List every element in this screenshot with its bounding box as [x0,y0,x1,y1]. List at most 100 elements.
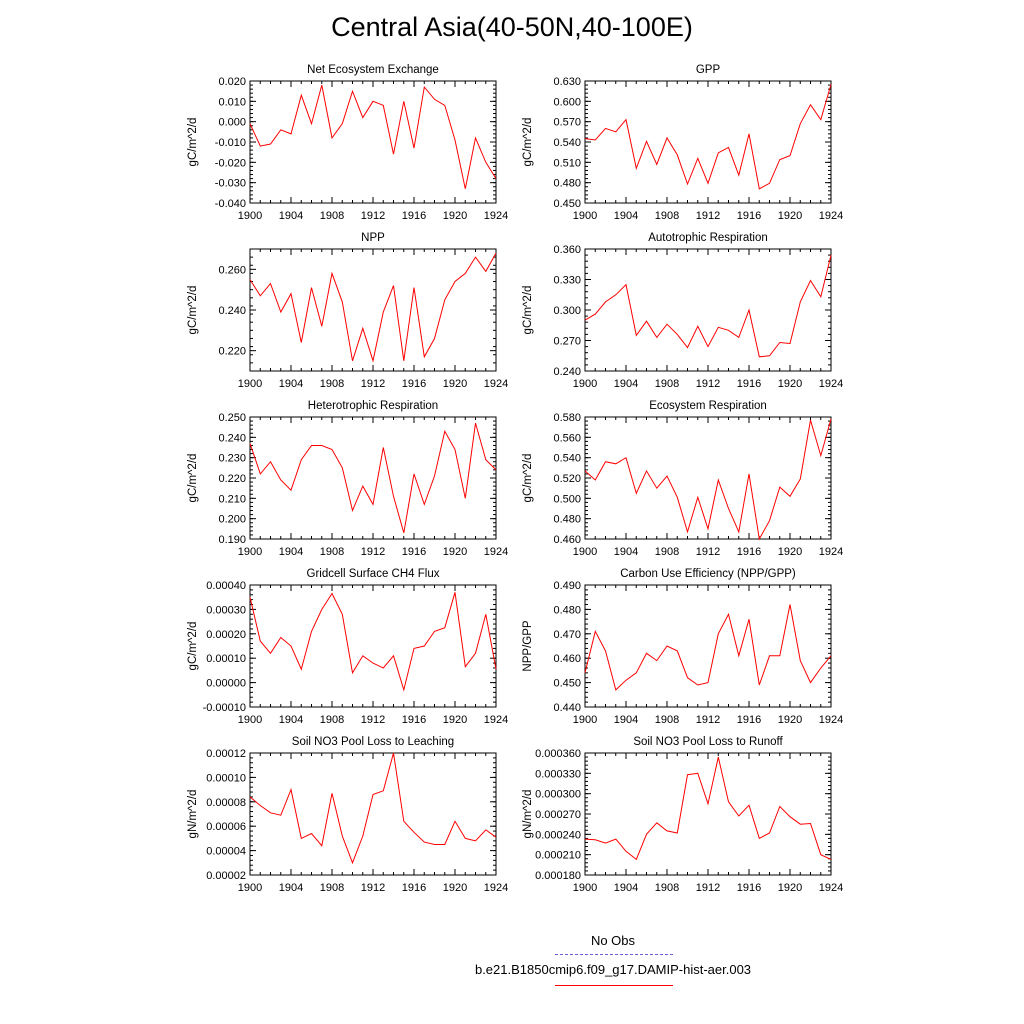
y-tick-label: 0.210 [218,493,246,505]
y-tick-label: 0.470 [553,629,581,641]
x-tick-label: 1924 [484,210,508,222]
y-tick-label: 0.000270 [535,809,581,821]
x-tick-label: 1900 [573,882,597,894]
y-axis-label: gC/m^2/d [522,454,534,503]
x-tick-label: 1916 [737,714,761,726]
legend-obs-label: No Obs [590,933,636,948]
panel-title: NPP [361,232,385,244]
y-tick-label: 0.360 [553,244,581,256]
x-tick-label: 1904 [614,378,638,390]
x-tick-label: 1920 [778,714,802,726]
plot-frame [249,248,497,372]
panel-5: Heterotrophic Respiration gC/m^2/d 1900 190… [187,400,508,558]
y-axis-label: gN/m^2/d [522,790,534,839]
x-tick-label: 1900 [573,210,597,222]
y-tick-label: 0.00006 [206,821,246,833]
x-tick-label: 1916 [737,546,761,558]
x-tick-label: 1912 [696,882,720,894]
y-axis-label: gC/m^2/d [187,622,199,671]
x-tick-label: 1912 [361,378,385,390]
x-tick-label: 1916 [737,378,761,390]
y-tick-label: 0.220 [218,473,246,485]
x-tick-label: 1912 [361,882,385,894]
y-tick-label: 0.240 [553,366,581,378]
series-line [249,592,497,692]
panel-title: Ecosystem Respiration [649,400,767,412]
x-tick-label: 1916 [402,378,426,390]
x-tick-label: 1904 [614,210,638,222]
y-tick-label: 0.230 [218,453,246,465]
x-tick-label: 1912 [696,210,720,222]
x-tick-label: 1908 [320,210,344,222]
series-line [249,422,497,534]
page-title: Central Asia(40-50N,40-100E) [331,12,693,42]
y-tick-label: 0.630 [553,76,581,88]
y-tick-label: 0.460 [553,653,581,665]
series-line [584,604,832,691]
x-tick-label: 1912 [696,378,720,390]
y-tick-label: 0.240 [218,432,246,444]
y-tick-label: 0.220 [218,346,246,358]
y-tick-label: 0.000300 [535,789,581,801]
y-tick-label: 0.020 [218,76,246,88]
panel-title: GPP [696,64,721,76]
y-tick-label: 0.00002 [206,870,246,882]
x-tick-label: 1920 [778,882,802,894]
y-tick-label: 0.450 [553,678,581,690]
x-tick-label: 1912 [361,210,385,222]
plot-frame [584,584,832,708]
y-tick-label: 0.300 [553,305,581,317]
y-tick-label: -0.00010 [203,702,246,714]
y-tick-label: 0.330 [553,275,581,287]
panel-title: Carbon Use Efficiency (NPP/GPP) [620,568,796,580]
plot-frame [584,248,832,372]
series-line [584,418,832,541]
x-tick-label: 1920 [443,714,467,726]
y-tick-label: 0.570 [553,117,581,129]
x-tick-label: 1912 [361,714,385,726]
x-tick-label: 1908 [320,882,344,894]
y-axis-label: gC/m^2/d [522,118,534,167]
panel-title: Soil NO3 Pool Loss to Runoff [633,736,783,748]
y-tick-label: 0.200 [218,514,246,526]
x-tick-label: 1924 [819,210,843,222]
plot-frame [249,416,497,540]
y-tick-label: 0.00020 [206,629,246,641]
x-tick-label: 1900 [238,378,262,390]
series-line [249,252,497,363]
panel-8: Carbon Use Efficiency (NPP/GPP) NPP/GPP 19… [522,568,843,726]
x-tick-label: 1900 [573,546,597,558]
plot-frame [249,752,497,876]
x-tick-label: 1904 [279,882,303,894]
series-line [584,84,832,190]
y-tick-label: 0.00000 [206,678,246,690]
x-tick-label: 1904 [279,378,303,390]
y-tick-label: 0.450 [553,198,581,210]
series-line [584,756,832,861]
x-tick-label: 1916 [402,210,426,222]
y-tick-label: 0.00012 [206,748,246,760]
x-tick-label: 1920 [443,546,467,558]
x-tick-label: 1912 [696,714,720,726]
x-tick-label: 1900 [573,714,597,726]
x-tick-label: 1904 [614,546,638,558]
x-tick-label: 1924 [819,882,843,894]
y-tick-label: 0.190 [218,534,246,546]
y-tick-label: -0.020 [215,157,246,169]
panel-7: Gridcell Surface CH4 Flux gC/m^2/d 1900 190… [187,568,508,726]
y-tick-label: 0.000 [218,117,246,129]
y-tick-label: 0.540 [553,453,581,465]
y-tick-label: 0.000360 [535,748,581,760]
x-tick-label: 1916 [402,546,426,558]
x-tick-label: 1904 [614,882,638,894]
panel-9: Soil NO3 Pool Loss to Leaching gN/m^2/d 19… [187,736,508,894]
x-tick-label: 1924 [484,378,508,390]
y-tick-label: 0.600 [553,96,581,108]
panel-2: GPP gC/m^2/d 1900 1904 1908 1912 1916 1920 1924 0… [522,64,843,222]
panel-3: NPP gC/m^2/d 1900 1904 1908 1912 1916 1920 1924 0… [187,232,508,390]
x-tick-label: 1908 [655,714,679,726]
y-tick-label: 0.520 [553,473,581,485]
y-tick-label: 0.480 [553,604,581,616]
series-line [249,752,497,865]
y-axis-label: gC/m^2/d [522,286,534,335]
